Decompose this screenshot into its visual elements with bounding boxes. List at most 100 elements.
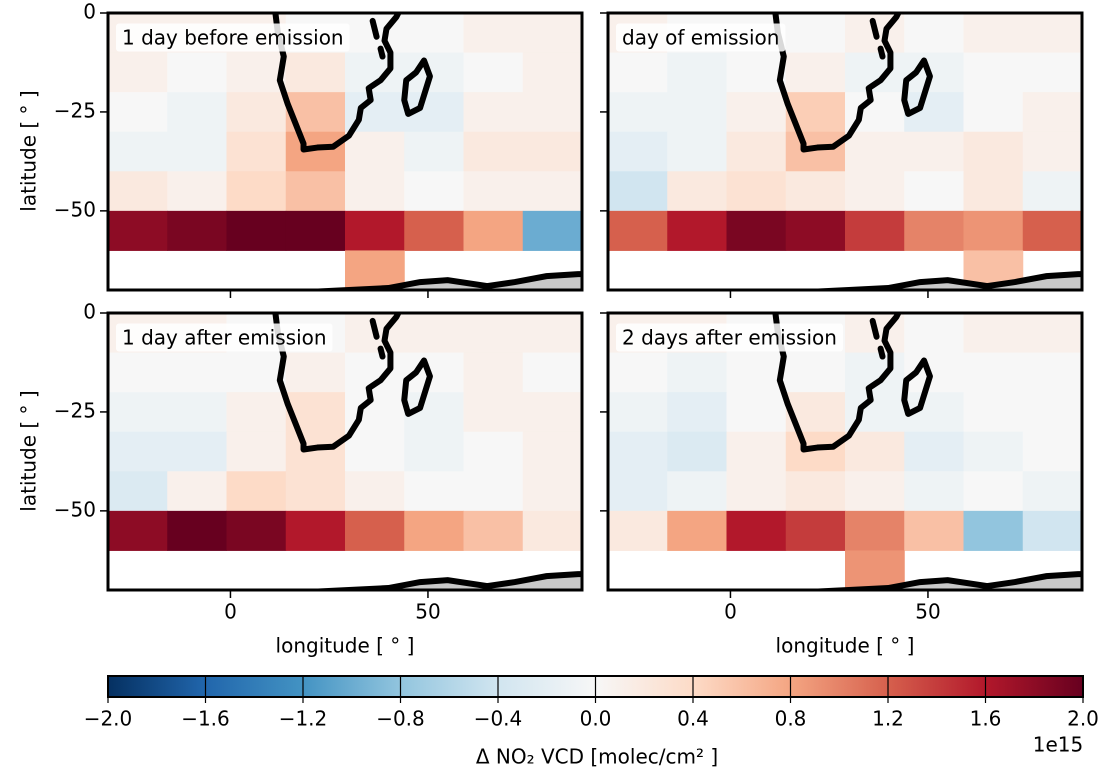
heat-cell: [345, 210, 405, 251]
heat-cell: [345, 131, 405, 172]
heat-cell: [404, 471, 464, 512]
heat-cell: [345, 171, 405, 212]
x-axis-label: longitude [ ° ]: [276, 634, 415, 658]
heat-cell: [726, 352, 787, 393]
y-tick-label: −50: [54, 197, 96, 221]
colorbar-tick-label: −1.2: [279, 707, 328, 731]
heat-cell: [845, 171, 905, 212]
heat-cell: [522, 210, 582, 251]
heat-cell: [1022, 171, 1082, 212]
heat-cell: [1022, 431, 1082, 472]
heat-cell: [285, 471, 346, 512]
heat-cell: [463, 52, 524, 93]
heat-cell: [785, 171, 846, 212]
heat-cell: [726, 392, 787, 433]
heat-cell: [785, 52, 846, 93]
heat-cell: [522, 352, 582, 393]
heat-cell: [226, 392, 287, 433]
x-tick-label: 50: [415, 600, 440, 624]
heat-cell: [463, 92, 524, 133]
heat-cell: [608, 92, 668, 133]
heat-cell: [463, 431, 524, 472]
heat-cell: [608, 392, 668, 433]
heat-cell: [963, 431, 1024, 472]
heat-cell: [904, 131, 964, 172]
y-tick-label: −50: [54, 497, 96, 521]
heat-cell: [963, 13, 1024, 54]
heat-cell: [108, 352, 168, 393]
heat-cell: [285, 171, 346, 212]
heat-cell: [667, 92, 727, 133]
x-tick-label: 50: [915, 600, 940, 624]
heat-cell: [522, 131, 582, 172]
axes-frame: [106, 311, 584, 592]
heat-cell: [404, 210, 464, 251]
heat-cell: [522, 13, 582, 54]
heat-cell: [963, 92, 1024, 133]
map-panel: 2 days after emission: [608, 313, 1082, 590]
heat-cell: [1022, 210, 1082, 251]
heat-cell: [608, 431, 668, 472]
panel-title-bg: [116, 323, 333, 352]
heat-cell: [108, 431, 168, 472]
heat-cell: [108, 52, 168, 93]
heat-cell: [463, 210, 524, 251]
heat-cell: [167, 352, 227, 393]
heat-cell: [108, 392, 168, 433]
y-axis-label: latitude [ ° ]: [17, 390, 41, 511]
heat-cell: [963, 52, 1024, 93]
y-tick-label: 0: [83, 0, 96, 24]
heat-cell: [108, 471, 168, 512]
heat-cell: [285, 510, 346, 551]
heat-cell: [463, 313, 524, 354]
heat-cell: [726, 92, 787, 133]
heat-cell: [904, 431, 964, 472]
heat-cell: [522, 392, 582, 433]
heat-cell: [285, 431, 346, 472]
heat-cell: [667, 171, 727, 212]
heat-cell: [522, 171, 582, 212]
heat-cell: [108, 210, 168, 251]
heat-cell: [608, 510, 668, 551]
heat-cell: [785, 13, 846, 54]
heat-cell: [285, 131, 346, 172]
heat-cell: [785, 352, 846, 393]
map-panel: day of emission: [608, 13, 1082, 290]
heat-cell: [167, 52, 227, 93]
heat-cell: [463, 510, 524, 551]
colorbar-tick-label: 0.8: [775, 707, 807, 731]
colorbar-tick-label: 2.0: [1067, 707, 1099, 731]
heat-cell: [522, 510, 582, 551]
heat-cell: [845, 431, 905, 472]
heat-cell: [345, 250, 405, 290]
heat-cell: [522, 92, 582, 133]
colorbar-frame: [107, 675, 1084, 698]
heat-cell: [108, 131, 168, 172]
heat-cell: [226, 471, 287, 512]
heat-cell: [726, 431, 787, 472]
heat-cell: [404, 171, 464, 212]
panel-title-bg: [116, 23, 350, 52]
heat-cell: [285, 52, 346, 93]
heat-cell: [522, 52, 582, 93]
y-tick-label: −25: [54, 398, 96, 422]
map-panel: 1 day after emission: [108, 313, 582, 610]
heat-cell: [108, 510, 168, 551]
heat-cell: [608, 52, 668, 93]
heat-cell: [608, 210, 668, 251]
heat-cell: [108, 92, 168, 133]
y-tick-label: 0: [83, 300, 96, 324]
colorbar-offset: 1e15: [1033, 733, 1083, 757]
heat-cell: [345, 431, 405, 472]
heat-cell: [167, 510, 227, 551]
x-tick-label: 0: [724, 600, 737, 624]
heat-cell: [726, 210, 787, 251]
heat-cell: [167, 471, 227, 512]
heat-cell: [904, 171, 964, 212]
heat-cell: [785, 431, 846, 472]
heat-cell: [667, 52, 727, 93]
heat-cell: [608, 131, 668, 172]
heat-cell: [845, 210, 905, 251]
heat-cell: [1022, 52, 1082, 93]
colorbar-tick-label: 0.0: [580, 707, 612, 731]
